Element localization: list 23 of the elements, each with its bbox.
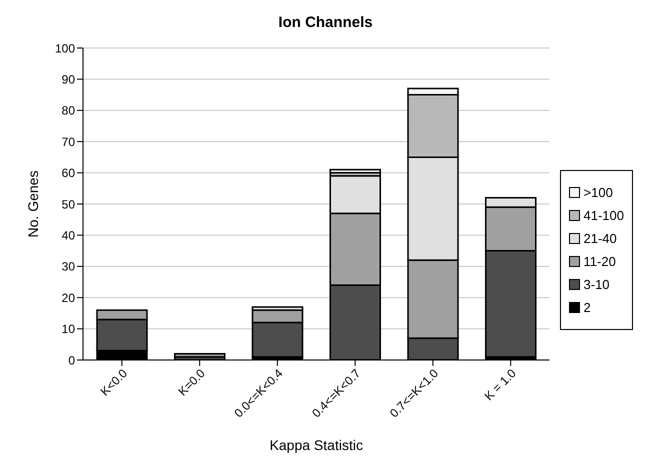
legend-label: >100 xyxy=(584,185,613,200)
legend-label: 21-40 xyxy=(584,231,617,246)
y-tick-label: 30 xyxy=(62,260,76,274)
y-tick-label: 40 xyxy=(62,228,76,242)
y-tick-label: 0 xyxy=(68,353,76,368)
y-tick-label: 60 xyxy=(62,166,76,180)
y-tick-label: 80 xyxy=(62,104,76,118)
y-tick-label: 70 xyxy=(62,134,76,149)
y-tick-label: 50 xyxy=(62,197,76,212)
y-tick-label: 10 xyxy=(62,322,76,336)
legend-label: 2 xyxy=(584,300,591,315)
legend-label: 3-10 xyxy=(584,277,610,292)
x-axis-title: Kappa Statistic xyxy=(270,437,363,453)
y-tick-label: 90 xyxy=(62,72,76,86)
y-tick-label: 20 xyxy=(62,290,76,305)
x-tick-label: K = 1.0 xyxy=(482,366,520,404)
y-tick-label: 100 xyxy=(54,41,76,56)
bar xyxy=(174,353,226,358)
y-axis-title: No. Genes xyxy=(24,170,41,238)
legend-label: 41-100 xyxy=(584,208,624,223)
chart-title: Ion Channels xyxy=(277,13,374,33)
bar xyxy=(330,168,382,174)
legend-label: 11-20 xyxy=(584,254,616,269)
